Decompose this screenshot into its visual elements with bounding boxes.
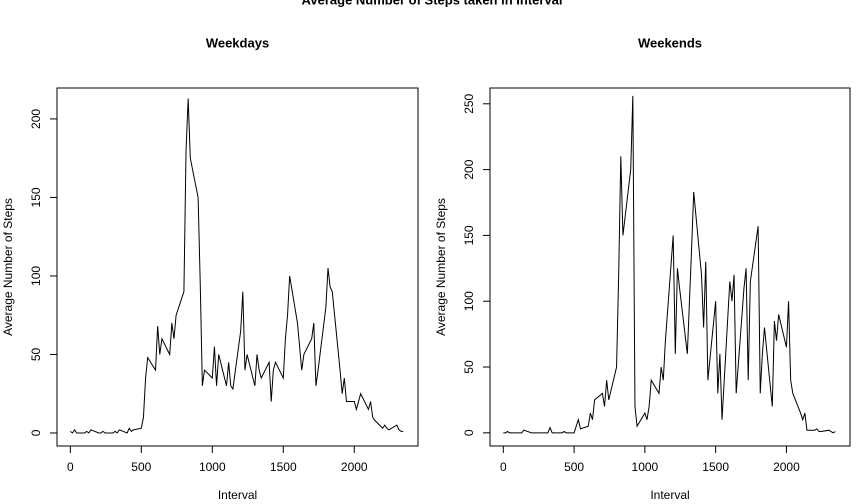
plot-box [56,87,419,447]
y-tick-label: 100 [29,266,43,286]
x-tick-label: 0 [500,460,507,474]
x-tick-label: 1500 [270,460,297,474]
y-tick-label: 50 [29,347,43,361]
y-tick-label: 0 [29,429,43,436]
x-axis-label: Interval [650,488,689,502]
x-tick-label: 1000 [632,460,659,474]
data-line [70,98,404,434]
x-tick-label: 1500 [702,460,729,474]
y-tick-label: 100 [462,291,476,311]
y-axis-label: Average Number of Steps [434,198,448,336]
data-line [503,95,836,434]
y-axis-label: Average Number of Steps [1,198,15,336]
y-tick-label: 150 [29,187,43,207]
y-tick-label: 50 [462,360,476,374]
x-tick-label: 500 [564,460,584,474]
y-tick-label: 0 [462,429,476,436]
y-tick-label: 200 [462,159,476,179]
figure-title: Average Number of Steps taken in Interva… [301,0,562,7]
panel-title: Weekdays [206,35,269,50]
y-tick-label: 150 [462,225,476,245]
x-tick-label: 0 [67,460,74,474]
x-tick-label: 2000 [341,460,368,474]
x-tick-label: 2000 [773,460,800,474]
x-tick-label: 500 [131,460,151,474]
y-tick-label: 250 [462,93,476,113]
x-tick-label: 1000 [199,460,226,474]
x-axis-label: Interval [218,488,257,502]
y-tick-label: 200 [29,109,43,129]
panel-title: Weekends [638,35,702,50]
plot-box [489,87,851,447]
